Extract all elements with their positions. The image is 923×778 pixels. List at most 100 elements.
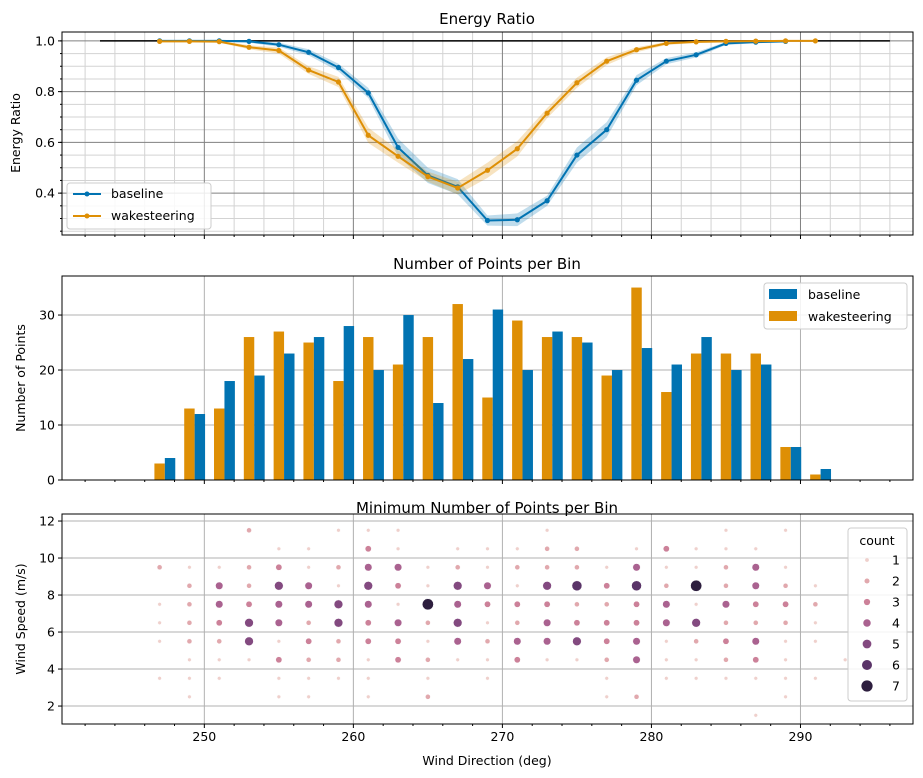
wakesteering-bar <box>512 320 523 480</box>
wakesteering-bar <box>452 304 463 480</box>
count-point <box>813 639 818 644</box>
wakesteering-bar <box>810 474 821 480</box>
baseline-point <box>335 64 342 71</box>
wakesteering-point <box>723 38 729 44</box>
count-point <box>156 564 163 571</box>
wakesteering-bar <box>243 337 255 480</box>
count-point <box>694 676 699 681</box>
count-point <box>782 620 789 626</box>
count-point <box>544 564 550 571</box>
count-point <box>364 545 372 553</box>
wakesteering-point <box>782 38 789 44</box>
wakesteering-bar <box>303 342 314 480</box>
count-point <box>276 639 281 644</box>
count-point <box>364 563 373 572</box>
count-point <box>215 600 224 609</box>
legend-count-label: 3 <box>892 595 900 610</box>
count-point <box>751 637 760 646</box>
wakesteering-point <box>604 58 610 64</box>
count-point <box>662 600 671 609</box>
count-point <box>544 528 550 533</box>
wakesteering-bar <box>661 392 672 480</box>
baseline-point <box>663 58 669 64</box>
energy-ratio-title: Energy Ratio <box>439 10 535 28</box>
count-point <box>542 581 552 591</box>
wakesteering-point <box>186 38 193 44</box>
count-point <box>304 600 313 609</box>
baseline-point <box>484 217 491 224</box>
count-point <box>425 657 431 663</box>
count-point <box>276 694 281 699</box>
count-point <box>783 528 788 533</box>
count-point <box>574 657 580 662</box>
baseline-bar <box>343 326 355 480</box>
legend-wakesteering-marker <box>84 213 90 219</box>
count-point <box>573 619 581 627</box>
count-point <box>395 528 401 533</box>
count-point <box>634 546 639 551</box>
count-point <box>454 564 461 571</box>
count-point <box>306 546 311 551</box>
count-point <box>514 620 521 626</box>
baseline-bar <box>671 364 682 480</box>
count-point <box>455 657 460 662</box>
count-point <box>366 676 371 681</box>
wakesteering-bar <box>601 375 612 480</box>
count-point <box>425 639 431 644</box>
count-point <box>782 583 789 589</box>
baseline-point <box>544 198 550 204</box>
count-point <box>752 620 759 626</box>
legend-baseline-label: baseline <box>808 287 861 302</box>
count-point <box>722 637 730 645</box>
legend-baseline-swatch <box>769 289 797 299</box>
wakesteering-point <box>335 79 342 85</box>
count-point <box>333 618 344 628</box>
baseline-point <box>246 38 252 44</box>
energy-ratio-panel: Energy Ratio Energy Ratio 0.4 0.6 0.8 1.0 b… <box>8 10 914 239</box>
min-points-xlabel: Wind Direction (deg) <box>422 753 551 768</box>
legend-count-label: 1 <box>892 553 900 568</box>
baseline-bar <box>731 370 742 480</box>
count-point <box>187 676 192 681</box>
wakesteering-point <box>663 40 669 47</box>
legend-wakesteering-swatch <box>769 311 797 321</box>
count-point <box>366 657 371 662</box>
count-point <box>336 676 341 681</box>
count-point <box>276 546 281 551</box>
x-tick-label: 270 <box>490 729 514 744</box>
count-point <box>394 656 402 664</box>
count-point <box>364 619 372 627</box>
count-point <box>187 565 192 570</box>
count-point <box>187 657 192 662</box>
count-point <box>631 580 642 592</box>
wakesteering-bar <box>780 447 791 480</box>
wakesteering-point <box>306 67 312 73</box>
count-point <box>753 546 758 551</box>
count-point <box>306 676 311 681</box>
count-point <box>574 601 580 608</box>
count-point <box>485 546 490 551</box>
count-point <box>484 638 491 645</box>
count-point <box>394 637 402 645</box>
count-point <box>723 564 729 571</box>
points-per-bin-panel: Number of Points per Bin Number of Point… <box>13 255 914 488</box>
count-point <box>694 657 699 662</box>
plot-frame <box>61 275 914 481</box>
y-tick-label: 0 <box>47 473 55 488</box>
legend-count-label: 6 <box>892 658 900 673</box>
count-point <box>843 657 848 662</box>
y-tick-label: 4 <box>47 662 55 677</box>
wakesteering-point <box>812 38 818 44</box>
baseline-bar <box>433 403 444 480</box>
legend-count-marker <box>862 660 872 670</box>
count-point <box>783 676 788 681</box>
baseline-bar <box>790 447 802 480</box>
baseline-bar <box>701 337 712 480</box>
count-point <box>632 655 641 664</box>
count-point <box>336 583 341 588</box>
count-point <box>572 636 582 646</box>
count-point <box>543 637 552 646</box>
count-point <box>813 620 818 625</box>
y-tick-label: 0.8 <box>35 84 55 99</box>
